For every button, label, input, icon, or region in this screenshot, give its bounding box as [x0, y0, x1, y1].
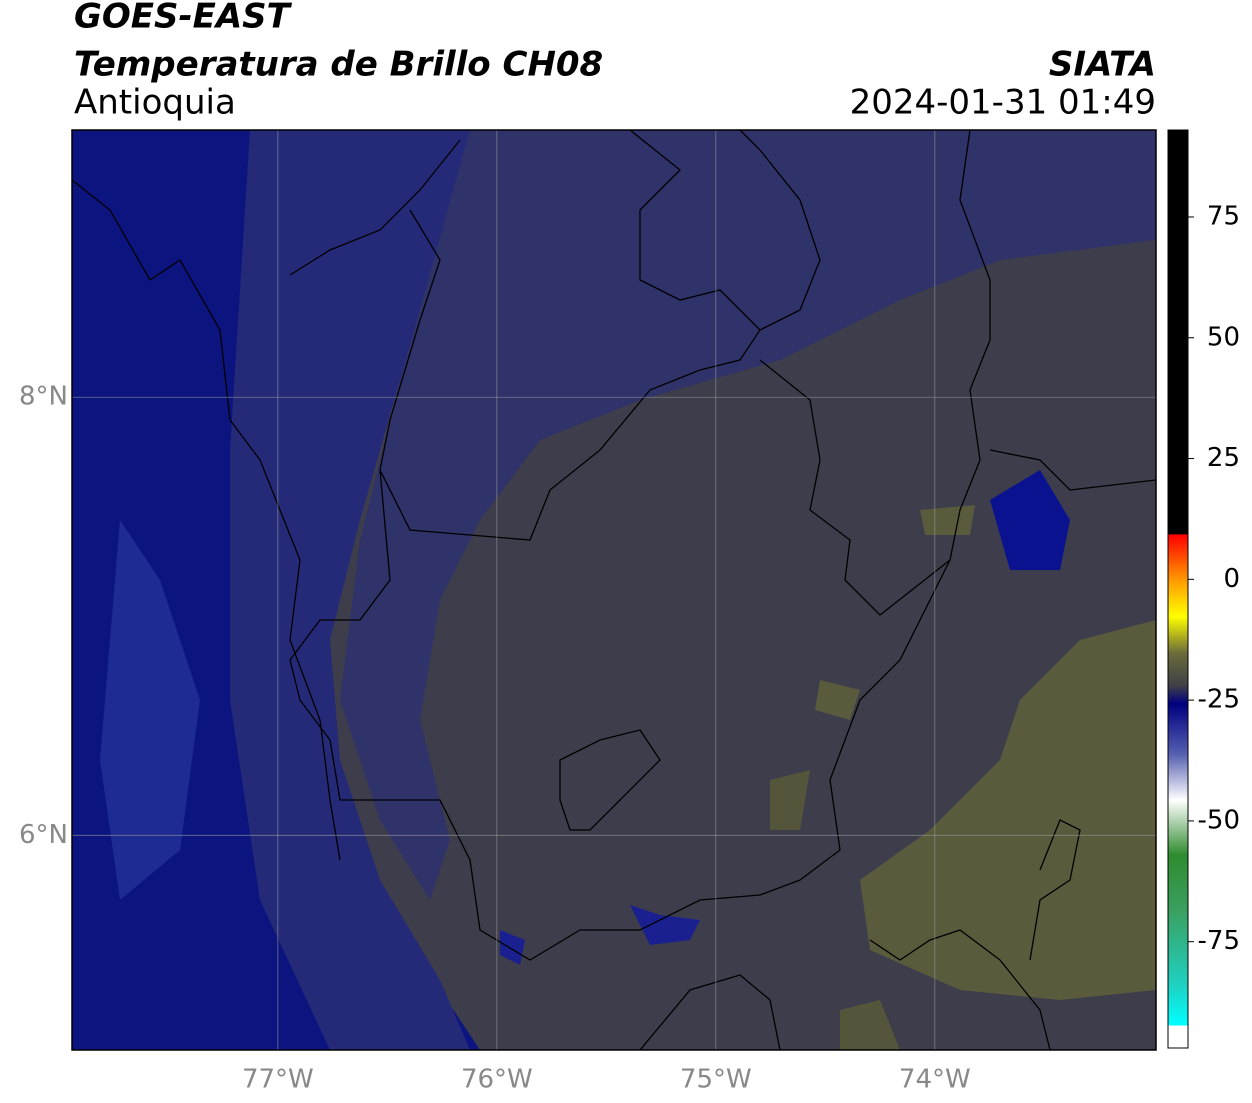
- lon-tick-label: 75°W: [680, 1065, 752, 1095]
- lon-tick-label: 76°W: [461, 1065, 533, 1095]
- lon-tick-label: 74°W: [899, 1065, 971, 1095]
- region: Antioquia: [74, 83, 236, 123]
- source: SIATA: [1049, 45, 1156, 85]
- datetime: 2024-01-31 01:49: [850, 83, 1156, 123]
- colorbar: [1167, 129, 1189, 1049]
- lat-tick-label: 8°N: [19, 382, 68, 412]
- subtitle: Temperatura de Brillo CH08: [74, 45, 603, 85]
- map-image: [72, 130, 1156, 1050]
- title: GOES-EAST: [74, 0, 293, 37]
- colorbar-tick-label: -25: [1198, 685, 1240, 715]
- colorbar-tick-label: -75: [1198, 926, 1240, 956]
- graticule: [72, 130, 1156, 1050]
- map-frame: [71, 129, 1157, 1051]
- colorbar-tick-label: 75: [1207, 201, 1240, 231]
- colorbar-tick-label: -50: [1198, 805, 1240, 835]
- lon-tick-label: 77°W: [242, 1065, 314, 1095]
- lat-tick-label: 6°N: [19, 820, 68, 850]
- colorbar-tick-label: 50: [1207, 322, 1240, 352]
- colorbar-tick-label: 25: [1207, 443, 1240, 473]
- colorbar-tick-label: 0: [1223, 564, 1240, 594]
